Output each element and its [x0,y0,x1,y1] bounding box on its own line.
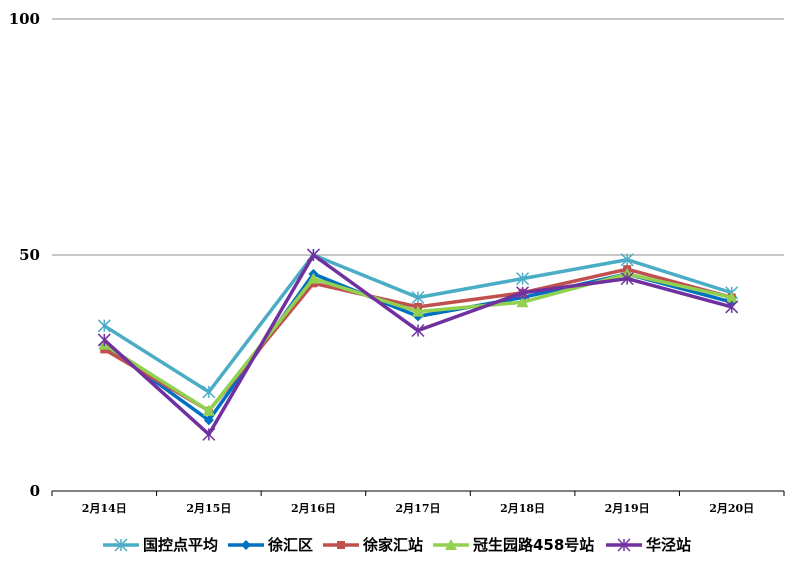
y-tick-label-0: 0 [30,482,40,500]
legend-label: 徐汇区 [267,536,313,554]
legend-item-4: 华泾站 [606,536,691,554]
x-tick-label-1: 2月15日 [186,502,231,515]
data-point-s0-0 [97,319,111,333]
legend-swatch-marker [617,538,631,552]
legend-swatch-marker [241,540,251,550]
data-point-s4-6 [725,300,739,314]
legend-label: 国控点平均 [143,536,218,554]
legend-swatch-marker [337,541,345,549]
series-line-2 [103,267,733,413]
data-point-s3-6 [725,291,738,303]
data-point-s3-1 [202,404,215,416]
legend: 国控点平均 徐汇区 徐家汇站 冠生园路458号站 华泾站 [103,536,691,554]
data-point-s4-4 [516,286,530,300]
data-point-s0-5 [620,253,634,267]
x-tick-label-0: 2月14日 [82,502,127,515]
legend-label: 华泾站 [646,536,691,554]
series-line-4 [103,253,733,437]
legend-item-2: 徐家汇站 [323,536,423,554]
data-point-s1-1 [203,415,214,426]
data-point-s0-3 [411,290,425,305]
legend-item-1: 徐汇区 [228,536,313,554]
data-point-s4-3 [411,323,425,338]
x-tick-label-3: 2月17日 [396,502,441,515]
data-point-s4-0 [97,333,111,347]
y-tick-label-50: 50 [19,246,40,264]
legend-item-0: 国控点平均 [103,536,218,554]
legend-swatch-marker [114,538,128,552]
data-point-s0-4 [516,272,530,286]
legend-label: 冠生园路458号站 [473,536,594,554]
data-point-s3-3 [412,305,424,317]
data-point-s4-5 [620,272,634,286]
data-point-s4-2 [306,248,320,262]
legend-swatch-marker [445,539,457,550]
y-tick-label-100: 100 [9,10,40,28]
x-tick-label-6: 2月20日 [709,502,754,515]
data-point-s3-4 [516,296,529,308]
x-tick-label-5: 2月19日 [605,502,650,515]
data-point-s4-1 [202,427,216,441]
legend-label: 徐家汇站 [362,536,423,554]
x-tick-label-2: 2月16日 [291,502,336,515]
legend-item-3: 冠生园路458号站 [433,536,594,554]
data-point-s0-1 [202,385,216,399]
x-tick-label-4: 2月18日 [500,502,545,515]
data-point-s3-2 [307,272,320,284]
